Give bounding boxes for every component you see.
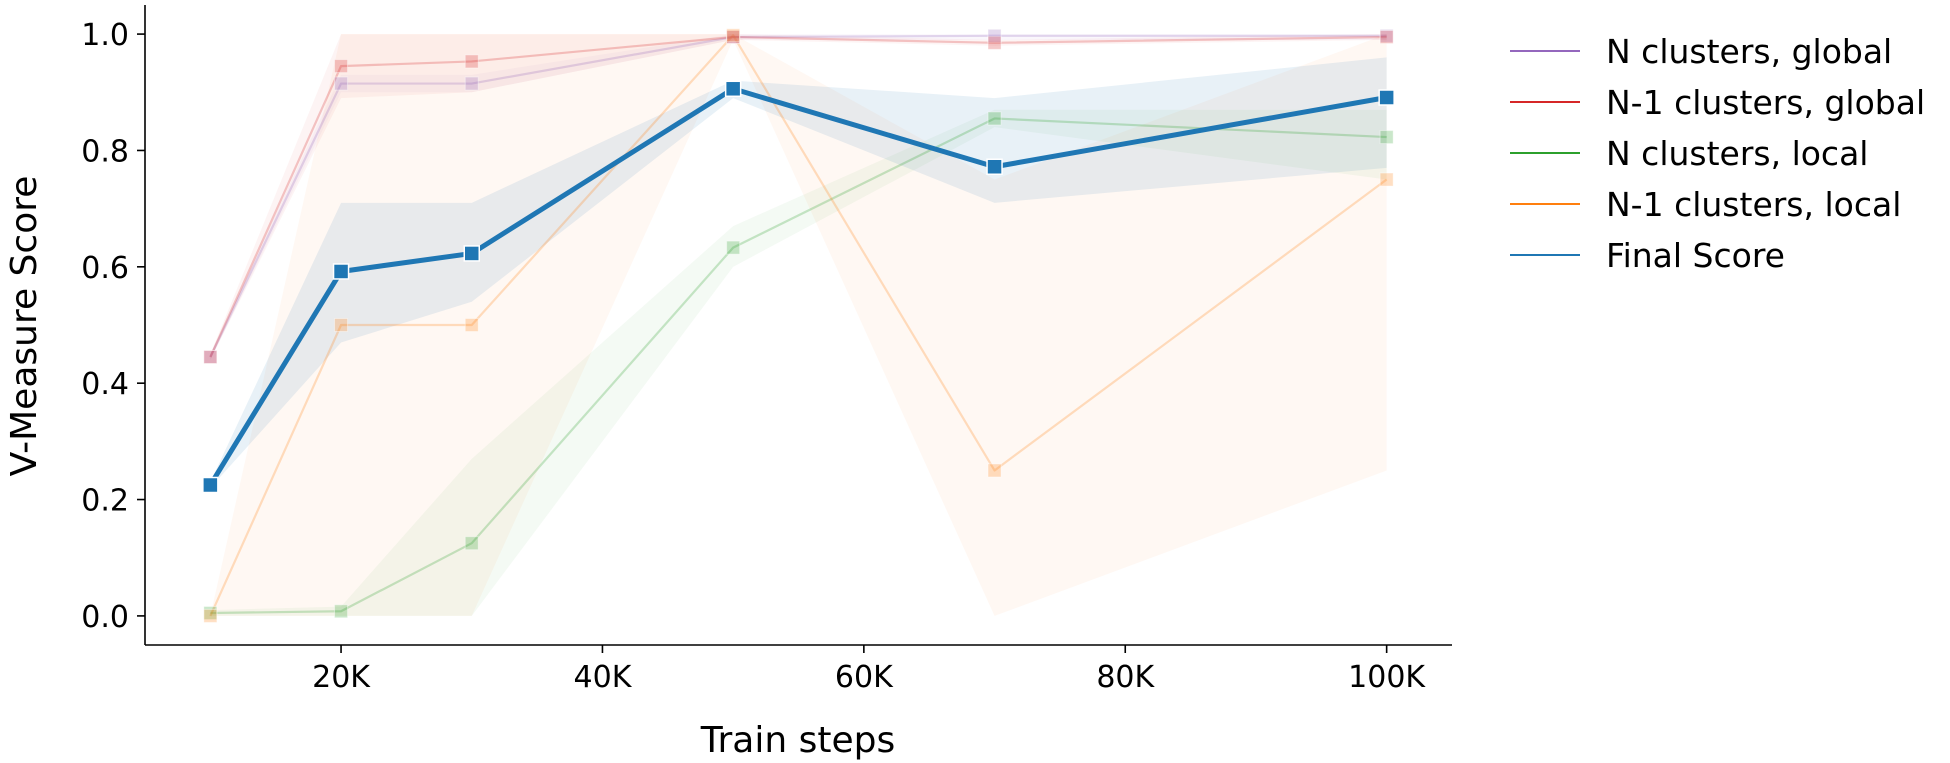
- n-1-clusters-local-point: [726, 28, 741, 43]
- n-1-clusters-global-point: [203, 350, 218, 364]
- n-clusters-local-point: [1379, 130, 1394, 145]
- final-score-line: [208, 86, 1388, 487]
- n-1-clusters-global-line: [209, 35, 1387, 358]
- n-clusters-global-point: [987, 28, 1002, 43]
- n-1-clusters-global-legend-label: N-1 clusters, global: [1606, 83, 1925, 122]
- final-score-confidence-band: [210, 57, 1387, 488]
- n-clusters-local-point: [464, 536, 479, 551]
- n-1-clusters-local-point: [1379, 172, 1394, 187]
- y-tick-label: 1.0: [81, 18, 129, 53]
- n-1-clusters-local-point: [987, 463, 1002, 478]
- final-score-point: [332, 263, 350, 280]
- series-lines: [208, 34, 1388, 617]
- n-1-clusters-global-point: [334, 59, 349, 74]
- series-markers: [202, 28, 1395, 623]
- y-tick-label: 0.8: [81, 134, 129, 169]
- n-clusters-local-point: [334, 604, 349, 619]
- legend: N clusters, global N-1 clusters, global N …: [1510, 32, 1925, 275]
- y-tick-label: 0.4: [81, 367, 129, 402]
- final-score-point: [463, 245, 480, 262]
- n-clusters-local-confidence-band: [210, 109, 1387, 616]
- final-score-point: [1378, 89, 1395, 106]
- x-tick-label: 20K: [312, 660, 371, 695]
- final-score-point: [986, 158, 1003, 175]
- n-clusters-local-point: [987, 111, 1002, 126]
- final-score-point: [724, 80, 742, 98]
- y-tick-label: 0.2: [81, 484, 129, 519]
- x-ticks: 20K 40K 60K 80K 100K: [312, 645, 1426, 695]
- y-tick-label: 0.6: [81, 251, 129, 286]
- n-1-clusters-global-point: [1379, 30, 1394, 44]
- n-clusters-global-point: [1379, 28, 1394, 43]
- n-1-clusters-global-confidence-band: [210, 34, 1387, 360]
- x-tick-label: 80K: [1096, 660, 1155, 695]
- final-score-legend-label: Final Score: [1606, 236, 1785, 275]
- x-tick-label: 60K: [835, 660, 894, 695]
- n-1-clusters-local-legend-label: N-1 clusters, local: [1606, 185, 1901, 224]
- n-clusters-local-point: [726, 240, 741, 255]
- n-1-clusters-local-confidence-band: [210, 34, 1387, 616]
- n-1-clusters-global-point: [987, 35, 1002, 50]
- n-1-clusters-local-point: [203, 608, 218, 623]
- x-axis-title: Train steps: [700, 720, 895, 761]
- n-clusters-local-point: [203, 606, 218, 620]
- n-clusters-global-legend-label: N clusters, global: [1606, 32, 1892, 71]
- n-clusters-global-point: [464, 76, 479, 91]
- n-clusters-local-legend-label: N clusters, local: [1606, 134, 1868, 173]
- x-tick-label: 40K: [574, 660, 633, 695]
- y-axis-title: V-Measure Score: [4, 176, 45, 477]
- n-1-clusters-global-point: [726, 30, 741, 44]
- axes: [144, 5, 1452, 646]
- n-clusters-local-line: [210, 117, 1387, 615]
- n-clusters-global-point: [334, 76, 349, 91]
- n-1-clusters-global-point: [464, 54, 479, 69]
- confidence-bands: [210, 34, 1387, 616]
- n-clusters-global-point: [726, 30, 741, 44]
- y-ticks: 0.0 0.2 0.4 0.6 0.8 1.0: [81, 18, 145, 635]
- n-clusters-global-line: [209, 34, 1387, 358]
- n-1-clusters-local-point: [334, 318, 349, 332]
- n-clusters-global-point: [203, 350, 218, 364]
- final-score-point: [202, 476, 219, 494]
- n-1-clusters-local-line: [209, 34, 1388, 617]
- y-tick-label: 0.0: [81, 600, 129, 635]
- x-tick-label: 100K: [1348, 660, 1426, 695]
- n-1-clusters-local-point: [464, 318, 479, 332]
